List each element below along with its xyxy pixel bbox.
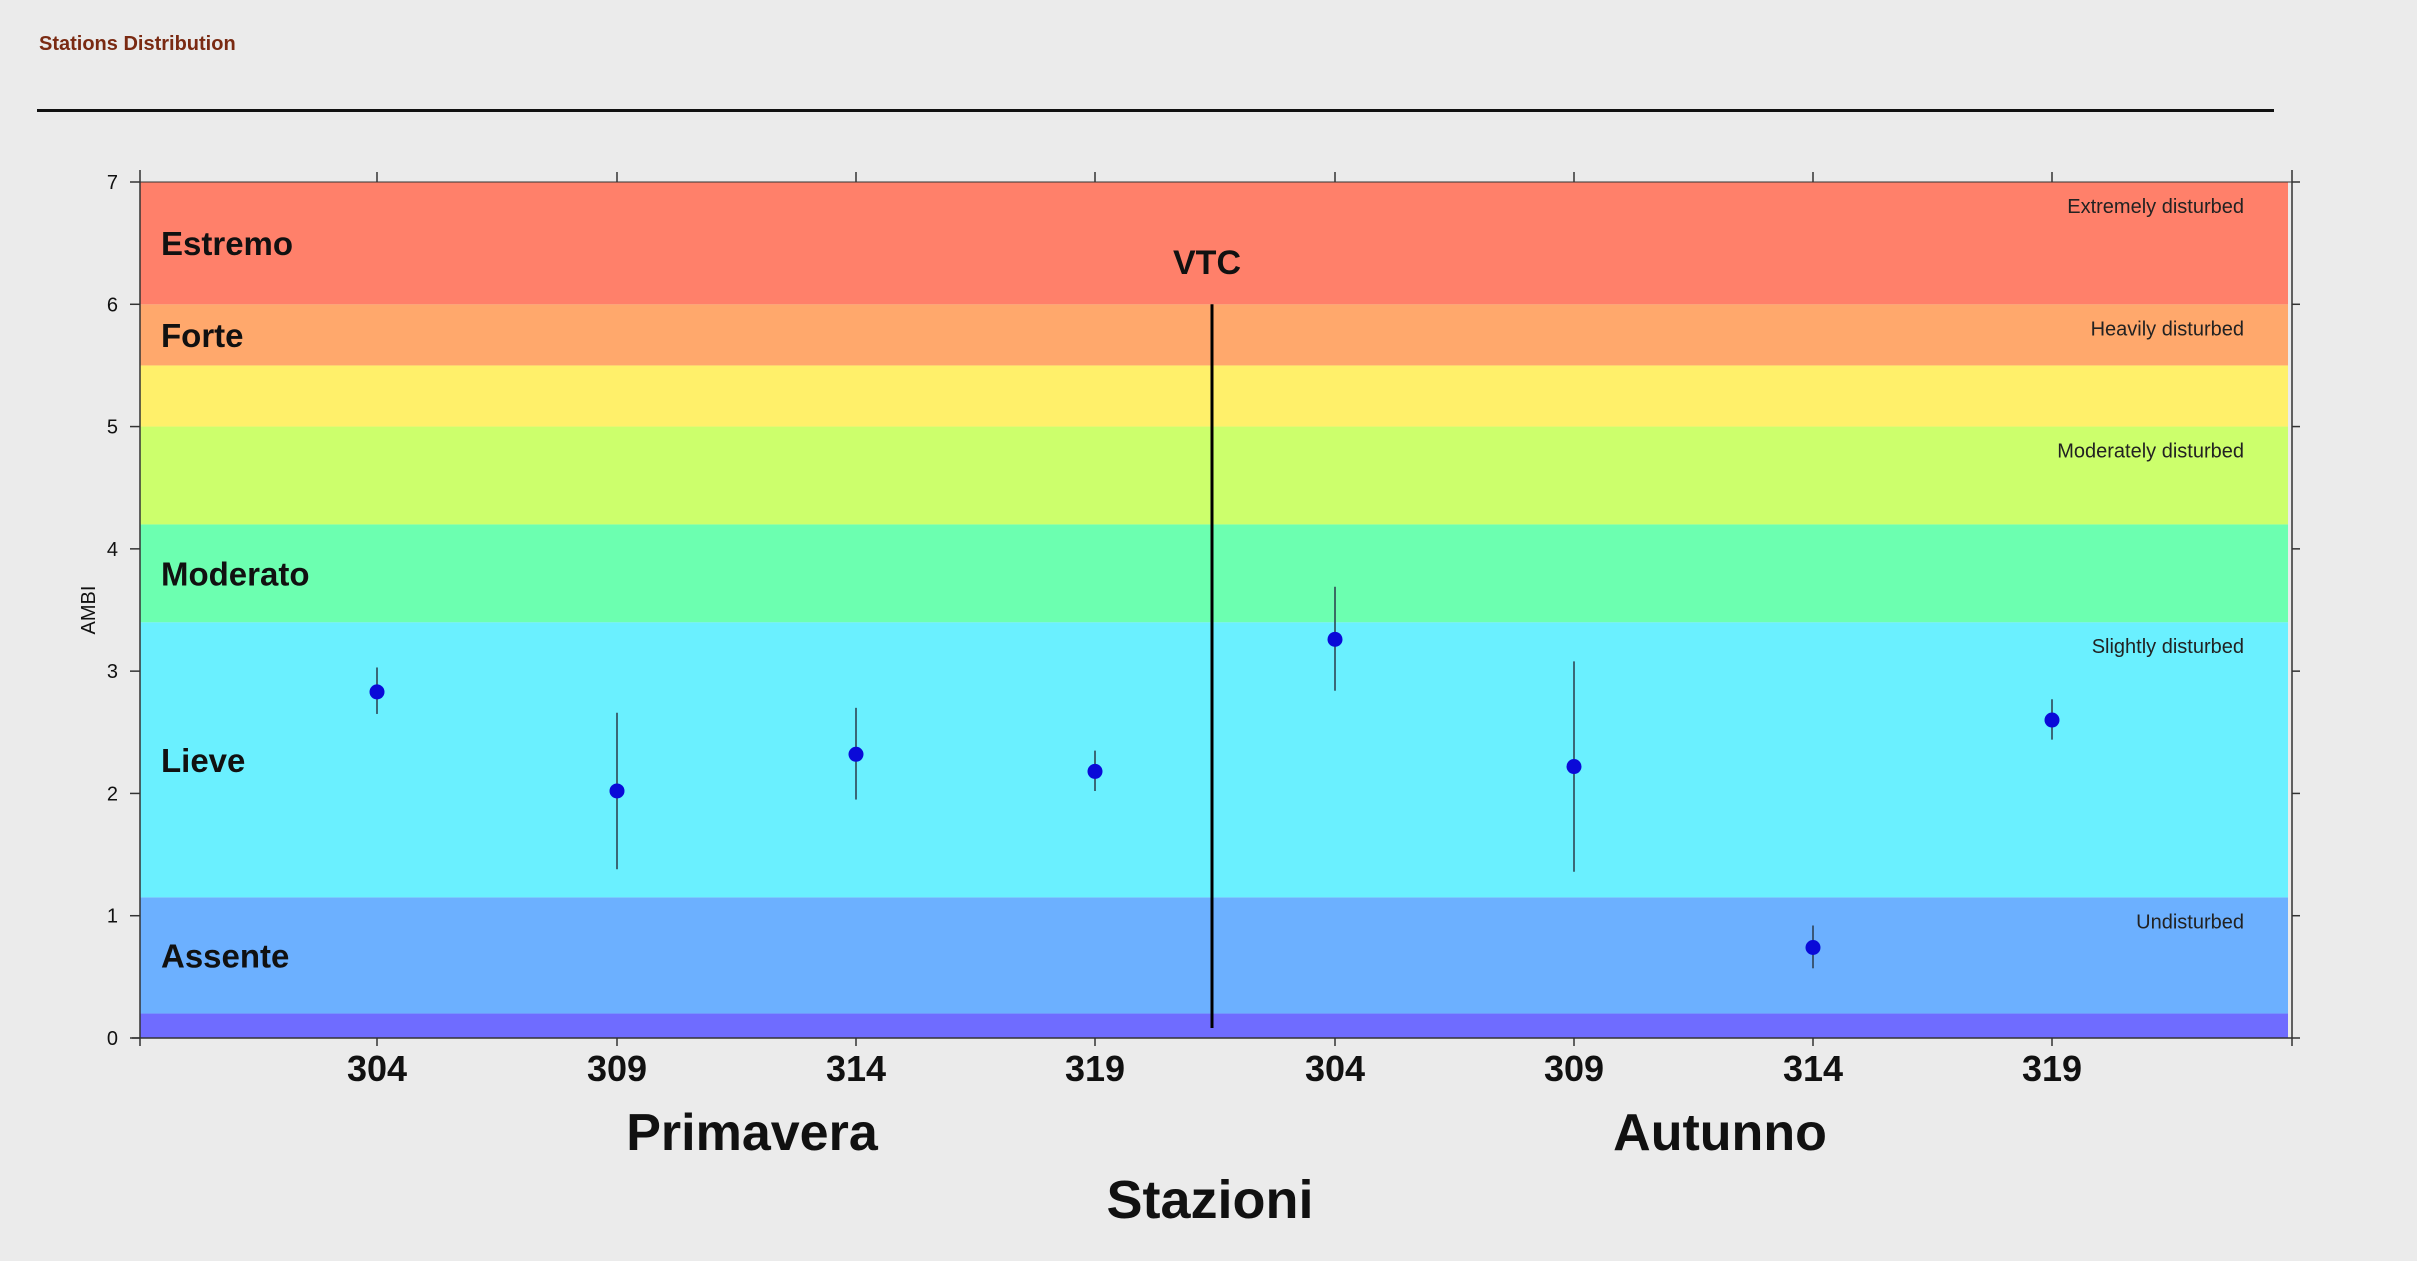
band-label: Estremo bbox=[161, 225, 293, 262]
band-6 bbox=[140, 304, 2288, 366]
y-tick-label: 7 bbox=[107, 172, 118, 194]
band-0 bbox=[140, 1013, 2288, 1038]
band-label: Lieve bbox=[161, 742, 245, 779]
data-point bbox=[1566, 759, 1582, 775]
band-label: Forte bbox=[161, 317, 244, 354]
x-tick-label: 304 bbox=[347, 1048, 407, 1089]
x-tick-label: 314 bbox=[826, 1048, 886, 1089]
band-right-label: Undisturbed bbox=[2136, 911, 2244, 933]
band-label: Moderato bbox=[161, 555, 310, 592]
data-point bbox=[1327, 631, 1343, 647]
band-7 bbox=[140, 182, 2288, 305]
x-tick-label: 314 bbox=[1783, 1048, 1843, 1089]
x-tick-label: 304 bbox=[1305, 1048, 1365, 1089]
title-divider bbox=[37, 109, 2274, 112]
band-right-label: Slightly disturbed bbox=[2092, 636, 2244, 658]
data-point bbox=[2044, 712, 2060, 728]
band-1 bbox=[140, 897, 2288, 1014]
group-label: Autunno bbox=[1613, 1104, 1827, 1162]
data-point bbox=[848, 746, 864, 762]
y-tick-label: 4 bbox=[107, 539, 118, 561]
x-tick-label: 319 bbox=[1065, 1048, 1125, 1089]
y-tick-label: 0 bbox=[107, 1028, 118, 1050]
data-point bbox=[1805, 940, 1821, 956]
band-right-label: Moderately disturbed bbox=[2057, 441, 2244, 463]
band-5 bbox=[140, 365, 2288, 427]
y-axis-label: AMBI bbox=[78, 586, 100, 635]
y-tick-label: 6 bbox=[107, 294, 118, 316]
x-tick-label: 319 bbox=[2022, 1048, 2082, 1089]
y-tick-label: 3 bbox=[107, 661, 118, 683]
y-tick-label: 1 bbox=[107, 906, 118, 928]
band-right-label: Heavily disturbed bbox=[2091, 318, 2244, 340]
band-right-label: Extremely disturbed bbox=[2067, 196, 2244, 218]
x-axis-label: Stazioni bbox=[1106, 1170, 1313, 1230]
group-label: Primavera bbox=[626, 1104, 879, 1162]
band-label: Assente bbox=[161, 937, 289, 974]
band-3 bbox=[140, 524, 2288, 623]
y-tick-label: 2 bbox=[107, 783, 118, 805]
band-2 bbox=[140, 622, 2288, 898]
y-tick-label: 5 bbox=[107, 417, 118, 439]
data-point bbox=[609, 783, 625, 799]
data-point bbox=[1087, 763, 1103, 779]
x-tick-label: 309 bbox=[1544, 1048, 1604, 1089]
x-tick-label: 309 bbox=[587, 1048, 647, 1089]
vtc-label: VTC bbox=[1173, 244, 1241, 282]
data-point bbox=[369, 684, 385, 700]
page-title: Stations Distribution bbox=[39, 33, 236, 55]
band-4 bbox=[140, 426, 2288, 525]
